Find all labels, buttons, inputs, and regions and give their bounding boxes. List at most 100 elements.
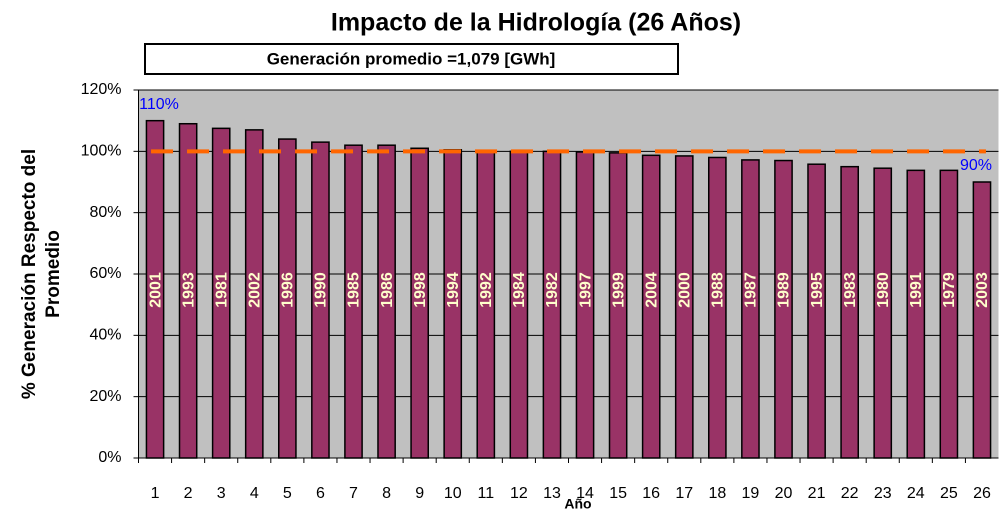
year-label: 1981 [213, 272, 230, 308]
x-axis-label: Año [564, 496, 591, 512]
year-label: 1989 [776, 272, 793, 308]
x-tick-label: 11 [478, 485, 495, 502]
y-tick-label: 20% [89, 388, 121, 405]
x-tick-label: 13 [543, 485, 561, 502]
year-label-group: 1998 [412, 272, 429, 308]
x-tick-label: 19 [742, 485, 760, 502]
bar [873, 167, 893, 459]
x-tick-label: 10 [444, 485, 462, 502]
year-label: 1993 [180, 272, 197, 308]
year-label: 1991 [908, 272, 925, 308]
year-label-group: 1988 [710, 272, 727, 308]
year-label-group: 2000 [676, 272, 693, 308]
y-tick-label: 0% [98, 449, 121, 466]
bar [972, 181, 992, 459]
x-tick-label: 25 [940, 485, 958, 502]
year-label: 1996 [280, 272, 297, 308]
y-tick-label: 100% [81, 143, 122, 160]
year-label-group: 1992 [478, 272, 495, 308]
year-label: 2004 [643, 272, 660, 308]
y-tick-label: 60% [89, 265, 121, 282]
year-label: 1979 [941, 272, 958, 308]
value-label: 90% [960, 157, 992, 174]
bar [906, 169, 926, 459]
x-tick-label: 14 [576, 485, 594, 502]
year-label-group: 1982 [544, 272, 561, 308]
bar [939, 169, 959, 459]
x-tick-label: 26 [973, 485, 991, 502]
year-label: 1988 [710, 272, 727, 308]
year-label-group: 2003 [974, 272, 991, 308]
bar [807, 163, 826, 459]
year-label-group: 1993 [180, 272, 197, 308]
year-label-group: 2001 [147, 272, 164, 308]
x-tick-label: 24 [907, 485, 925, 502]
year-label-group: 1994 [445, 272, 462, 308]
value-label: 110% [139, 96, 179, 113]
x-tick-label: 3 [217, 485, 226, 502]
subtitle: Generación promedio =1,079 [GWh] [267, 49, 556, 68]
year-label-group: 1987 [743, 272, 760, 308]
subtitle-box [144, 43, 679, 75]
year-label: 1994 [445, 272, 462, 308]
x-tick-label: 5 [283, 485, 292, 502]
year-label: 1999 [610, 272, 627, 308]
x-tick-label: 18 [708, 485, 726, 502]
year-label-group: 1999 [610, 272, 627, 308]
x-tick-label: 4 [250, 485, 259, 502]
chart-title: Impacto de la Hidrología (26 Años) [331, 9, 741, 37]
year-label-group: 1997 [577, 272, 594, 308]
year-label: 1998 [412, 272, 429, 308]
x-tick-label: 6 [316, 485, 325, 502]
x-tick-label: 12 [510, 485, 528, 502]
year-label-group: 1989 [776, 272, 793, 308]
year-label: 1982 [544, 272, 561, 308]
year-label: 1992 [478, 272, 495, 308]
year-label: 1983 [842, 272, 859, 308]
year-label-group: 1983 [842, 272, 859, 308]
year-label-group: 1980 [875, 272, 892, 308]
x-tick-label: 2 [184, 485, 193, 502]
x-tick-label: 22 [841, 485, 859, 502]
x-tick-label: 23 [874, 485, 892, 502]
year-label: 1980 [875, 272, 892, 308]
year-label: 2002 [246, 272, 263, 308]
year-label: 1990 [313, 272, 330, 308]
year-label-group: 1991 [908, 272, 925, 308]
y-tick-label: 120% [81, 81, 122, 98]
year-label-group: 1995 [809, 272, 826, 308]
year-label-group: 1985 [346, 272, 363, 308]
year-label: 1986 [379, 272, 396, 308]
y-axis-label-line: Promedio [43, 230, 64, 318]
x-tick-label: 7 [349, 485, 358, 502]
y-axis-label-line: % Generación Respecto del [19, 149, 40, 399]
x-tick-label: 17 [675, 485, 693, 502]
y-tick-label: 80% [89, 204, 121, 221]
x-tick-label: 20 [775, 485, 793, 502]
x-tick-label: 9 [415, 485, 424, 502]
year-label-group: 1979 [941, 272, 958, 308]
year-label-group: 1990 [313, 272, 330, 308]
y-axis-label: % Generación Respecto del Promedio [19, 149, 64, 399]
year-label: 1984 [511, 272, 528, 308]
year-label-group: 1986 [379, 272, 396, 308]
year-label: 1997 [577, 272, 594, 308]
x-tick-label: 1 [151, 485, 160, 502]
x-tick-label: 15 [609, 485, 627, 502]
year-label: 1987 [743, 272, 760, 308]
bar [774, 159, 793, 459]
bar [741, 159, 760, 459]
year-label-group: 2002 [246, 272, 263, 308]
year-label: 1985 [346, 272, 363, 308]
x-tick-label: 8 [382, 485, 391, 502]
year-label-group: 2004 [643, 272, 660, 308]
x-tick-label: 16 [642, 485, 660, 502]
y-tick-label: 40% [89, 327, 121, 344]
year-label-group: 1984 [511, 272, 528, 308]
year-label: 2001 [147, 272, 164, 308]
year-label: 2000 [676, 272, 693, 308]
bar [840, 165, 860, 459]
x-tick-label: 21 [808, 485, 826, 502]
year-label: 1995 [809, 272, 826, 308]
